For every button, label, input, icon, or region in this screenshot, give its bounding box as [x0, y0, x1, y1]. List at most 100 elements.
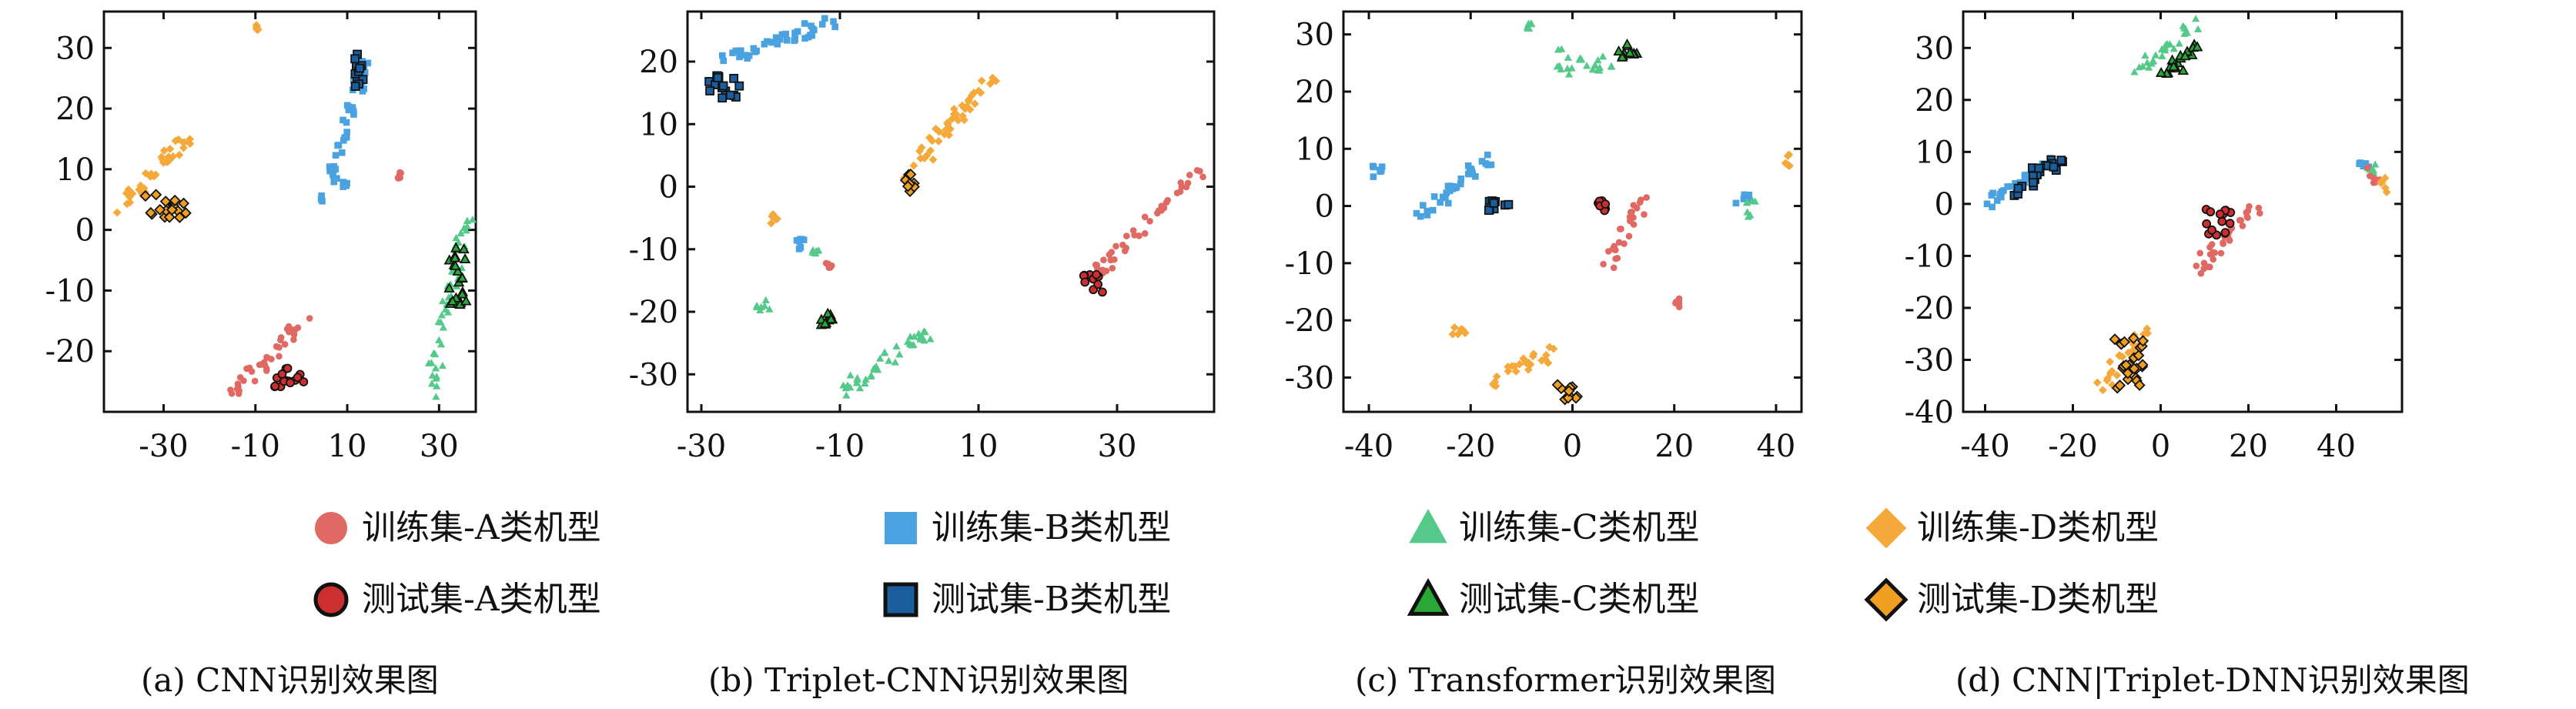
point-C-test — [2177, 65, 2190, 75]
point-C-test — [450, 259, 461, 270]
point-C-train — [841, 383, 850, 392]
point-C-train — [2371, 160, 2380, 168]
point-A-train — [258, 360, 266, 368]
point-A-train — [1109, 265, 1116, 272]
point-A-train — [2370, 179, 2377, 186]
point-C-train — [2144, 63, 2153, 71]
point-D-test — [2127, 332, 2139, 344]
point-C-train — [2158, 52, 2166, 59]
legend-label-B-test: 测试集-B类机型 — [932, 580, 1171, 619]
point-D-train — [985, 79, 995, 89]
point-C-test — [2179, 50, 2191, 61]
point-B-train — [343, 102, 351, 109]
point-A-train — [277, 336, 284, 344]
x-tick-label: 30 — [420, 429, 459, 464]
y-tick-label: -20 — [629, 295, 678, 330]
point-C-train — [1748, 196, 1757, 205]
point-A-train — [2239, 222, 2246, 229]
point-B-train — [1443, 189, 1450, 196]
x-tick-label: -40 — [1960, 429, 2009, 464]
point-C-test — [819, 317, 831, 328]
point-D-train — [928, 155, 938, 164]
point-B-train — [1741, 191, 1748, 199]
point-C-train — [921, 328, 929, 336]
point-D-test — [2137, 335, 2149, 347]
x-tick-label: -10 — [815, 429, 865, 464]
point-A-train — [1630, 202, 1638, 209]
point-D-train — [1544, 359, 1553, 367]
point-A-train — [1123, 232, 1130, 239]
point-D-train — [1515, 360, 1524, 369]
point-C-train — [1591, 61, 1600, 69]
x-tick-label: 10 — [959, 429, 999, 464]
point-A-train — [2193, 263, 2200, 269]
y-tick-label: 30 — [1915, 31, 1954, 66]
point-C-train — [880, 349, 889, 356]
point-C-train — [433, 373, 441, 380]
point-B-train — [768, 38, 775, 46]
point-B-test — [725, 90, 735, 100]
point-D-train — [945, 131, 954, 139]
point-A-test — [283, 363, 293, 373]
point-D-train — [943, 119, 952, 129]
point-C-test — [457, 272, 468, 283]
y-tick-label: -30 — [1285, 360, 1334, 396]
x-tick-label: -20 — [2048, 429, 2097, 464]
point-D-train — [122, 199, 132, 209]
point-C-train — [1554, 45, 1563, 53]
point-D-train — [2143, 324, 2152, 333]
caption-a: (a) CNN识别效果图 — [141, 661, 439, 699]
point-D-test — [139, 190, 152, 202]
y-tick-label: 0 — [1315, 189, 1334, 225]
point-D-train — [1783, 152, 1792, 160]
legend-marker-C-train — [1409, 508, 1447, 543]
point-B-train — [1993, 197, 2001, 204]
point-A-train — [240, 377, 247, 384]
point-D-train — [2118, 353, 2127, 361]
point-B-train — [1484, 151, 1491, 159]
point-C-train — [920, 336, 928, 344]
point-A-test — [1080, 277, 1090, 287]
point-A-train — [1186, 172, 1193, 179]
point-B-train — [830, 18, 837, 25]
point-B-test — [350, 82, 360, 91]
point-B-test — [2056, 156, 2066, 166]
point-C-train — [869, 364, 878, 372]
point-D-test — [2109, 333, 2121, 346]
point-C-train — [761, 296, 770, 303]
point-A-train — [2196, 249, 2203, 257]
point-B-test — [734, 81, 744, 91]
point-C-train — [433, 382, 441, 390]
x-tick-label: 0 — [1563, 429, 1582, 464]
legend-marker-A-train — [315, 512, 347, 544]
x-tick-label: 20 — [2229, 429, 2268, 464]
y-tick-label: 30 — [55, 31, 95, 66]
point-B-train — [330, 172, 336, 179]
point-A-test — [270, 381, 280, 391]
point-B-train — [339, 149, 346, 156]
point-D-test — [2133, 349, 2145, 362]
point-B-train — [791, 35, 798, 43]
point-B-train — [343, 179, 350, 187]
point-D-train — [926, 146, 935, 156]
point-A-train — [233, 386, 241, 393]
point-A-test — [2215, 209, 2225, 219]
point-D-test — [2128, 363, 2140, 375]
point-C-train — [447, 267, 457, 275]
y-tick-label: -30 — [1905, 343, 1954, 378]
point-B-train — [359, 88, 366, 95]
y-tick-label: -40 — [1905, 395, 1954, 430]
y-tick-label: 0 — [75, 213, 95, 249]
point-A-train — [291, 326, 298, 334]
y-tick-label: -10 — [1285, 246, 1334, 282]
point-D-test — [177, 197, 190, 209]
plot-frame — [1342, 10, 1803, 413]
panel-d-cnn-triplet-dnn: -40 -20 0 20 40 -40 -30 -20 -10 0 10 20 30 — [1905, 10, 2404, 464]
point-A-test — [2206, 207, 2216, 217]
point-A-train — [290, 336, 297, 343]
point-D-test — [1551, 379, 1564, 391]
y-tick-label: 10 — [1915, 135, 1954, 170]
point-B-test — [1489, 198, 1499, 208]
point-A-train — [243, 365, 250, 373]
panel-b-triplet-cnn: -30 -10 10 30 -30 -20 -10 0 10 20 — [629, 10, 1216, 464]
